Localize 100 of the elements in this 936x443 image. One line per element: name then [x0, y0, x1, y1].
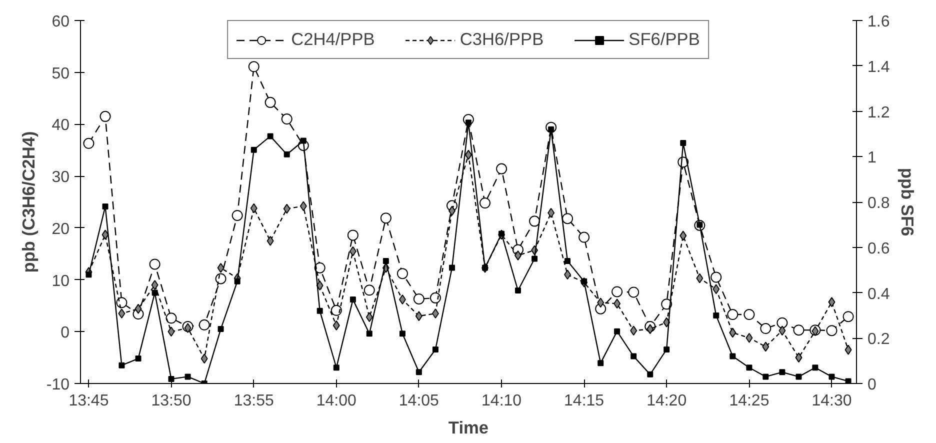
y2-tick-label: 0.4 — [868, 286, 890, 303]
point — [630, 353, 637, 360]
point — [250, 146, 257, 153]
point — [712, 284, 720, 294]
point — [349, 246, 356, 256]
point — [746, 364, 752, 371]
point — [184, 323, 192, 334]
point — [614, 328, 620, 334]
point — [166, 312, 177, 324]
point — [614, 298, 621, 309]
point — [680, 140, 686, 146]
point — [347, 230, 358, 241]
point — [514, 287, 521, 294]
point — [729, 328, 736, 338]
point — [647, 371, 654, 378]
point — [680, 230, 687, 241]
point — [548, 208, 555, 218]
point — [217, 262, 224, 273]
point — [828, 297, 836, 308]
point — [118, 308, 126, 318]
point — [529, 216, 540, 227]
y2-tick-label: 0.8 — [868, 195, 890, 212]
point — [116, 297, 128, 308]
point — [812, 364, 818, 371]
y-tick-label: 20 — [52, 220, 70, 238]
point — [300, 201, 307, 212]
point — [746, 332, 753, 343]
point — [432, 346, 438, 352]
point — [727, 309, 738, 320]
point — [102, 204, 108, 210]
point — [248, 61, 260, 72]
point — [628, 286, 640, 298]
point — [795, 352, 802, 363]
point — [432, 308, 439, 318]
point — [215, 273, 226, 284]
point — [845, 378, 852, 384]
point — [333, 364, 340, 371]
point — [350, 296, 356, 303]
point — [366, 312, 373, 322]
point — [630, 326, 638, 336]
point — [646, 324, 654, 334]
point — [562, 213, 574, 224]
point — [776, 317, 788, 328]
y-tick-label: 30 — [52, 169, 70, 186]
legend-label: C3H6/PPB — [460, 29, 544, 50]
point — [713, 312, 720, 318]
y-tick-label: 50 — [52, 65, 70, 82]
y-tick-label: -10 — [46, 376, 70, 394]
point — [366, 330, 372, 337]
point — [612, 286, 623, 298]
y-tick-label: 0 — [60, 324, 70, 342]
point — [430, 292, 441, 304]
point — [730, 353, 736, 360]
point — [100, 110, 111, 122]
legend-label: SF6/PPB — [628, 29, 700, 50]
point — [564, 270, 572, 280]
point — [168, 326, 175, 337]
point — [380, 212, 392, 224]
point — [266, 236, 274, 246]
point — [332, 320, 340, 330]
legend-label: C2H4/PPB — [291, 29, 375, 50]
point — [83, 138, 94, 149]
y-tick-label: 60 — [52, 14, 70, 30]
point — [149, 258, 160, 270]
point — [316, 308, 323, 314]
point — [330, 304, 342, 316]
x-tick-label: 14:20 — [646, 392, 687, 410]
point — [134, 304, 142, 314]
x-tick-label: 14:00 — [316, 392, 357, 410]
point — [696, 273, 704, 284]
y2-tick-label: 0 — [868, 376, 876, 394]
point — [200, 354, 208, 364]
x-tick-label: 13:45 — [68, 392, 109, 410]
point — [184, 374, 191, 380]
point — [760, 323, 772, 334]
y2-axis-title: ppb SF6 — [898, 168, 918, 237]
point — [218, 326, 224, 332]
point — [664, 346, 670, 352]
point — [464, 150, 472, 160]
point — [151, 280, 158, 290]
point — [135, 356, 142, 362]
x-tick-label: 13:50 — [151, 392, 192, 410]
point — [564, 258, 571, 264]
y-tick-label: 10 — [52, 272, 70, 290]
point — [398, 294, 406, 304]
y-axis-title: ppb (C3H6/C2H4) — [18, 131, 38, 273]
point — [168, 376, 174, 382]
point — [413, 293, 424, 304]
point — [449, 264, 456, 271]
point — [198, 319, 210, 330]
point — [284, 151, 290, 158]
x-tick-label: 13:55 — [234, 392, 274, 410]
x-tick-label: 14:30 — [812, 392, 852, 410]
point — [267, 133, 274, 140]
y2-tick-label: 0.2 — [868, 331, 890, 348]
point — [283, 204, 290, 214]
point — [842, 311, 854, 322]
point — [479, 198, 490, 209]
point — [281, 114, 292, 125]
x-tick-label: 14:15 — [564, 392, 604, 410]
